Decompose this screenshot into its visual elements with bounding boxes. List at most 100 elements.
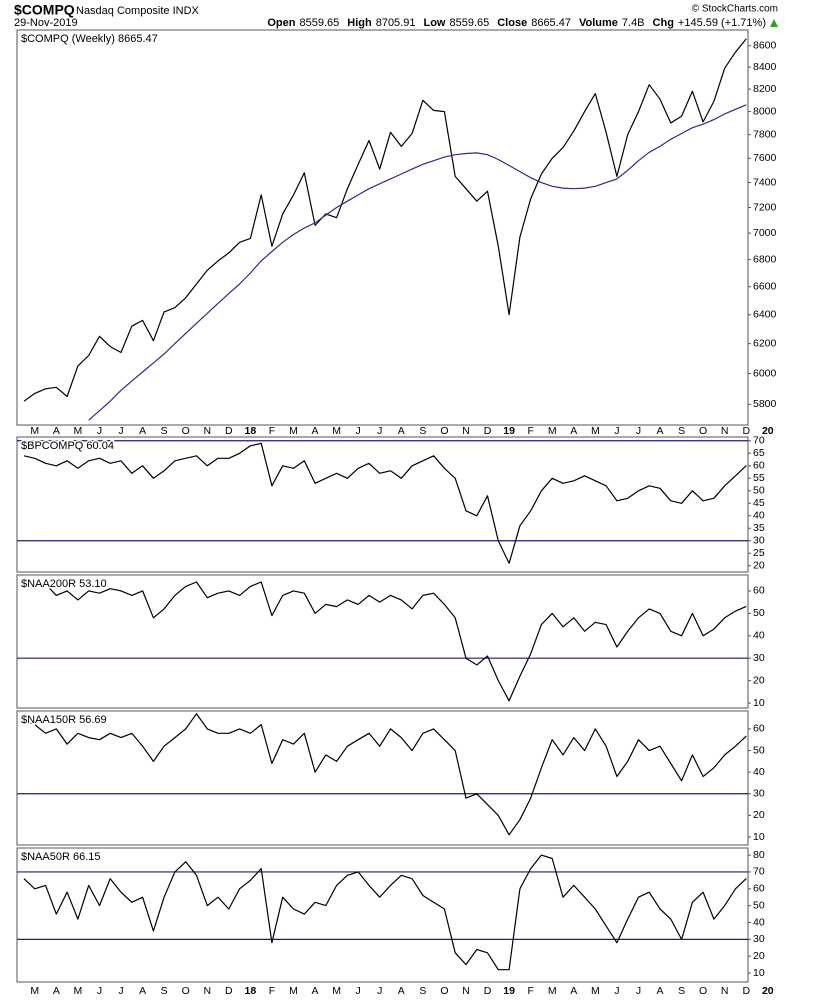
x-tick-label: J [118,985,123,997]
y-tick-label: 7800 [753,128,777,140]
x-tick-label: F [269,425,275,437]
quote-label: Close [497,17,527,29]
panel-frame [16,710,749,846]
x-tick-label: J [356,985,361,997]
x-tick-label: O [440,425,448,437]
x-tick-label: N [203,985,211,997]
x-tick-label: M [332,985,341,997]
change-arrow [770,19,778,27]
x-tick-label: J [97,985,102,997]
x-tick-label: N [721,425,729,437]
x-tick-label: F [527,985,533,997]
x-tick-label: S [161,425,168,437]
panel-title: $NAA200R 53.10 [21,578,107,590]
y-tick-label: 50 [753,744,765,756]
y-tick-label: 6000 [753,367,777,379]
y-tick-label: 6400 [753,309,777,321]
y-tick-label: 45 [753,497,765,509]
x-tick-label: 20 [762,425,774,437]
x-tick-label: M [591,425,600,437]
x-tick-label: S [678,425,685,437]
panel-title: $NAA150R 56.69 [21,714,107,726]
quote-label: Chg [653,17,674,29]
y-tick-label: 6600 [753,281,777,293]
series-line [23,854,747,971]
x-tick-label: N [203,425,211,437]
x-tick-label: J [97,425,102,437]
date: 29-Nov-2019 [14,17,78,29]
y-tick-label: 30 [753,652,765,664]
y-tick-label: 6800 [753,253,777,265]
x-tick-label: J [614,425,619,437]
x-tick-label: A [312,425,319,437]
x-tick-label: A [53,425,60,437]
quote-label: Open [267,17,295,29]
y-tick-label: 30 [753,933,765,945]
y-tick-label: 55 [753,472,765,484]
x-tick-label: M [289,985,298,997]
x-tick-label: A [53,985,60,997]
x-tick-label: A [398,985,405,997]
y-tick-label: 7200 [753,201,777,213]
panel-frame [16,436,749,573]
x-tick-label: D [225,985,233,997]
x-tick-label: J [356,425,361,437]
x-tick-label: N [721,985,729,997]
x-tick-label: J [377,425,382,437]
series-line [23,581,747,702]
panel-title: $NAA50R 66.15 [21,851,101,863]
symbol: $COMPQ [14,2,75,18]
y-tick-label: 8200 [753,83,777,95]
quote-label: High [347,17,372,29]
quote-value: 8559.65 [299,17,339,29]
x-tick-label: O [699,985,707,997]
x-tick-label: M [289,425,298,437]
panel-frame [16,574,749,709]
y-tick-label: 50 [753,485,765,497]
quote-value: 8665.47 [531,17,571,29]
y-tick-label: 60 [753,723,765,735]
x-tick-label: N [462,425,470,437]
y-tick-label: 10 [753,831,765,843]
x-tick-label: M [30,985,39,997]
x-tick-label: S [419,425,426,437]
x-tick-label: F [269,985,275,997]
x-tick-label: J [377,985,382,997]
y-tick-label: 40 [753,630,765,642]
panel-frame [16,847,749,983]
y-tick-label: 20 [753,560,765,572]
x-tick-label: M [332,425,341,437]
quote-value: 8705.91 [376,17,416,29]
quote-value: 8559.65 [449,17,489,29]
x-tick-label: J [118,425,123,437]
y-tick-label: 20 [753,674,765,686]
x-tick-label: F [527,425,533,437]
x-tick-label: M [591,985,600,997]
x-tick-label: D [742,425,750,437]
y-tick-label: 65 [753,447,765,459]
quote: Open 8559.65 High 8705.91 Low 8559.65 Close 866… [267,17,766,29]
y-tick-label: 70 [753,435,765,447]
x-tick-label: M [74,985,83,997]
x-tick-label: M [30,425,39,437]
y-tick-label: 70 [753,866,765,878]
y-tick-label: 40 [753,766,765,778]
quote-label: Volume [579,17,618,29]
y-tick-label: 8600 [753,40,777,52]
x-tick-label: A [570,425,577,437]
x-tick-label: M [548,985,557,997]
x-tick-label: S [161,985,168,997]
watermark: © StockCharts.com [692,4,778,15]
y-tick-label: 80 [753,849,765,861]
quote-value: +145.59 (+1.71%) [678,17,766,29]
x-tick-label: N [462,985,470,997]
panel-title: $BPCOMPQ 60.04 [21,440,114,452]
x-tick-label: D [225,425,233,437]
x-tick-label: M [74,425,83,437]
x-tick-label: O [182,425,190,437]
y-tick-label: 6200 [753,337,777,349]
x-tick-label: M [548,425,557,437]
x-tick-label: O [440,985,448,997]
x-tick-label: 18 [245,985,257,997]
